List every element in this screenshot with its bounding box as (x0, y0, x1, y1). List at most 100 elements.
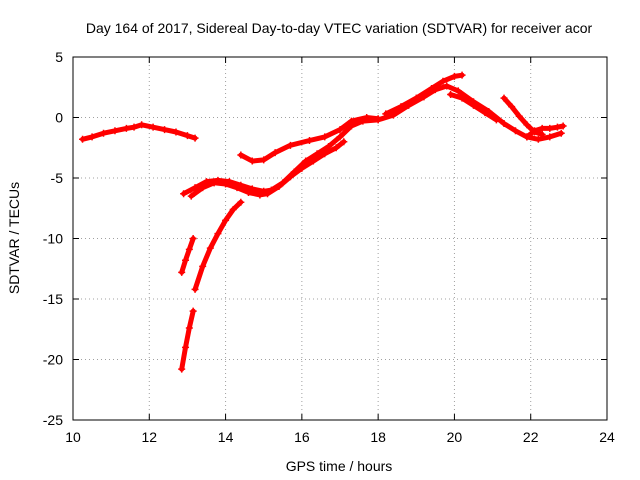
data-point (88, 133, 96, 141)
y-tick-label: -25 (43, 412, 63, 428)
grid (73, 57, 607, 420)
data-point (321, 133, 329, 141)
y-tick-label: 0 (55, 110, 63, 126)
y-tick-label: 5 (55, 49, 63, 65)
data-point (178, 365, 186, 373)
data-point (130, 123, 138, 131)
series-arc-4 (237, 114, 382, 165)
data-point (260, 156, 268, 164)
series-arc-11 (447, 91, 500, 124)
data-point (248, 157, 256, 165)
data-point (511, 127, 519, 135)
data-point (538, 124, 546, 132)
data-point (149, 123, 157, 131)
chart-title: Day 164 of 2017, Sidereal Day-to-day VTE… (86, 20, 593, 36)
data-series (79, 71, 567, 373)
data-point (191, 285, 199, 293)
series-arc-6 (178, 235, 197, 276)
data-point (515, 112, 523, 120)
data-point (222, 216, 230, 224)
data-point (382, 110, 390, 118)
data-point (340, 138, 348, 146)
data-point (325, 143, 333, 151)
data-point (481, 109, 489, 117)
y-tick-label: -10 (43, 231, 63, 247)
data-point (189, 307, 197, 315)
data-point (309, 157, 317, 165)
data-point (546, 124, 554, 132)
data-point (79, 135, 87, 143)
data-point (199, 262, 207, 270)
x-tick-label: 24 (599, 429, 615, 445)
x-tick-label: 14 (218, 429, 234, 445)
data-point (275, 182, 283, 190)
x-tick-label: 20 (447, 429, 463, 445)
data-point (412, 94, 420, 102)
data-point (286, 173, 294, 181)
series-arc-10 (382, 71, 466, 118)
series-arc-5 (178, 307, 197, 373)
data-point (286, 141, 294, 149)
data-point (233, 184, 241, 192)
data-point (210, 179, 218, 187)
data-point (182, 343, 190, 351)
data-point (321, 150, 329, 158)
data-point (336, 133, 344, 141)
series-arc-7 (191, 198, 245, 293)
data-point (206, 244, 214, 252)
data-point (500, 94, 508, 102)
y-tick-label: -20 (43, 352, 63, 368)
data-point (183, 132, 191, 140)
data-point (172, 128, 180, 136)
series-line (179, 236, 196, 275)
data-point (185, 324, 193, 332)
data-point (214, 230, 222, 238)
data-point (500, 120, 508, 128)
data-point (199, 184, 207, 192)
data-point (397, 103, 405, 111)
y-axis-label: SDTVAR / TECUs (6, 182, 22, 294)
data-point (305, 136, 313, 144)
x-tick-label: 12 (141, 429, 157, 445)
data-point (492, 116, 500, 124)
data-point (189, 235, 197, 242)
data-point (180, 190, 188, 198)
x-tick-label: 16 (294, 429, 310, 445)
data-point (191, 184, 199, 192)
data-point (264, 190, 272, 198)
data-point (443, 82, 451, 90)
data-point (111, 127, 119, 135)
data-point (256, 191, 264, 199)
data-point (347, 117, 355, 125)
y-tick-label: -5 (51, 170, 64, 186)
x-tick-label: 18 (370, 429, 386, 445)
x-tick-label: 10 (65, 429, 81, 445)
data-point (523, 133, 531, 141)
data-point (454, 87, 462, 95)
axes: 10 12 14 16 18 20 22 24 5 0 -5 -10 -15 -20 -25 (43, 49, 615, 445)
data-point (298, 164, 306, 172)
data-point (122, 124, 130, 132)
data-point (470, 101, 477, 109)
data-point (458, 94, 466, 102)
data-point (185, 245, 193, 253)
data-point (182, 256, 190, 264)
data-point (428, 84, 436, 92)
data-point (229, 205, 237, 213)
data-point (534, 135, 542, 143)
series-line (179, 308, 196, 372)
series-arc-1 (79, 121, 199, 143)
x-axis-label: GPS time / hours (286, 458, 393, 474)
data-point (332, 144, 340, 152)
data-point (557, 129, 565, 137)
series-arc-3 (187, 138, 348, 200)
data-point (191, 134, 199, 142)
series-line (192, 199, 244, 292)
data-point (546, 133, 554, 141)
data-point (508, 103, 516, 111)
data-point (439, 77, 447, 85)
data-point (363, 114, 371, 121)
data-point (244, 189, 252, 197)
data-point (553, 123, 561, 131)
